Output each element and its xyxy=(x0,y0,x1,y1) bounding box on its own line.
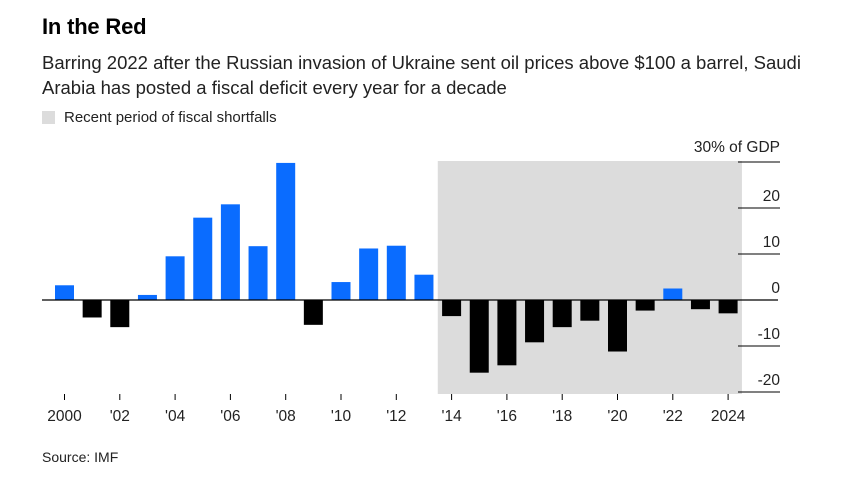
legend: Recent period of fiscal shortfalls xyxy=(42,109,277,126)
y-tick-label: -20 xyxy=(758,372,781,389)
bar-2009 xyxy=(303,300,323,325)
bar-2007 xyxy=(248,246,268,300)
x-tick-label: '08 xyxy=(276,408,296,425)
bar-2008 xyxy=(276,162,296,300)
bar-2005 xyxy=(193,217,213,300)
bar-2013 xyxy=(414,274,434,300)
bar-2016 xyxy=(497,300,517,366)
y-tick-label: 20 xyxy=(763,188,781,205)
bar-2018 xyxy=(552,300,572,328)
x-tick-label: 2024 xyxy=(711,408,746,425)
x-tick-label: '20 xyxy=(607,408,628,425)
x-tick-label: '12 xyxy=(386,408,406,425)
chart-title: In the Red xyxy=(42,14,147,39)
bar-2001 xyxy=(82,300,102,318)
bar-2012 xyxy=(386,245,406,300)
bar-2022 xyxy=(663,288,683,300)
legend-swatch xyxy=(42,111,55,124)
chart-subtitle: Barring 2022 after the Russian invasion … xyxy=(42,52,801,98)
bar-2003 xyxy=(137,294,157,300)
bar-2000 xyxy=(55,285,74,300)
x-tick-label: '04 xyxy=(165,408,186,425)
y-tick-label: -10 xyxy=(758,326,781,343)
x-tick-label: 2000 xyxy=(47,408,82,425)
x-tick-label: '06 xyxy=(220,408,240,425)
x-tick-label: '22 xyxy=(663,408,683,425)
bar-2010 xyxy=(331,282,351,300)
y-tick-label: 10 xyxy=(763,234,781,251)
bar-2021 xyxy=(635,300,655,311)
bar-2017 xyxy=(525,300,545,343)
bar-2011 xyxy=(359,248,379,300)
bar-2006 xyxy=(220,204,240,300)
bar-2020 xyxy=(608,300,627,352)
x-tick-label: '18 xyxy=(552,408,572,425)
x-tick-label: '16 xyxy=(497,408,517,425)
x-tick-label: '10 xyxy=(331,408,352,425)
bar-2023 xyxy=(690,300,710,310)
bar-2002 xyxy=(110,300,130,328)
bar-2019 xyxy=(580,300,600,321)
x-tick-label: '14 xyxy=(441,408,462,425)
y-unit-label: 30% of GDP xyxy=(694,139,780,156)
bar-2004 xyxy=(165,256,185,300)
bar-2015 xyxy=(469,300,489,373)
bar-2024 xyxy=(718,300,738,314)
x-tick-label: '02 xyxy=(110,408,130,425)
source-note: Source: IMF xyxy=(42,449,119,465)
bar-2014 xyxy=(442,300,462,317)
legend-label: Recent period of fiscal shortfalls xyxy=(64,109,277,126)
y-tick-label: 0 xyxy=(771,280,780,297)
